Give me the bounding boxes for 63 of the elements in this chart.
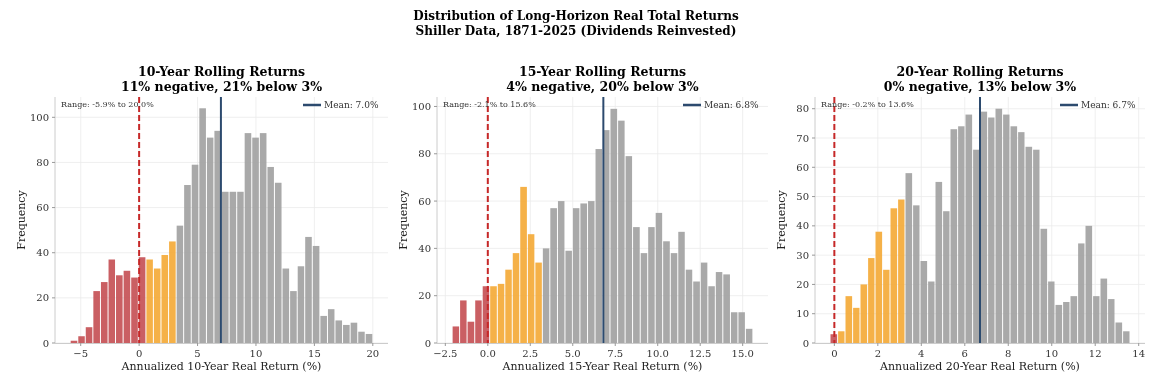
legend-label: Mean: 7.0% (324, 100, 379, 110)
x-tick-label: 0 (135, 348, 143, 359)
x-tick-label: −5 (73, 348, 89, 359)
y-tick-label: 100 (29, 111, 49, 123)
x-tick-label: 15.0 (731, 348, 754, 359)
legend-label: Mean: 6.8% (704, 100, 759, 110)
x-tick-label: 20 (366, 348, 380, 359)
y-tick-label: 80 (418, 148, 431, 160)
x-tick-label: 12.5 (689, 348, 712, 359)
y-tick-label: 70 (796, 132, 809, 144)
legend-label: Mean: 6.7% (1081, 100, 1136, 110)
annotation: Range: -2.1% to 15.6% (443, 100, 537, 109)
x-tick-label: −2.5 (433, 348, 458, 359)
chart-subtitle: 4% negative, 20% below 3% (506, 79, 699, 94)
y-tick-label: 40 (36, 247, 49, 259)
x-tick-label: 0.0 (479, 348, 496, 359)
x-tick-label: 10 (249, 348, 263, 359)
x-tick-label: 8 (1005, 348, 1012, 359)
x-axis-title: Annualized 10-Year Real Return (%) (120, 360, 322, 373)
text: Distribution of Long-Horizon Real Total Returns (413, 9, 739, 23)
chart-title: 20-Year Rolling Returns (896, 64, 1064, 79)
y-tick-label: 20 (36, 292, 49, 304)
chart-title: 10-Year Rolling Returns (137, 64, 306, 79)
x-axis-title: Annualized 15-Year Real Return (%) (501, 360, 703, 373)
y-tick-label: 60 (36, 202, 49, 214)
y-tick-label: 60 (418, 195, 431, 207)
x-tick-label: 7.5 (607, 348, 624, 359)
y-tick-label: 10 (796, 308, 809, 320)
x-tick-label: 14 (1132, 348, 1146, 359)
x-tick-label: 10 (1045, 348, 1059, 359)
annotation: Range: -5.9% to 20.0% (61, 100, 155, 109)
x-tick-label: 6 (961, 348, 968, 359)
x-tick-label: 5 (194, 348, 201, 359)
y-tick-label: 100 (411, 100, 431, 112)
x-tick-label: 4 (918, 348, 925, 359)
x-tick-label: 2 (874, 348, 882, 359)
text: Shiller Data, 1871-2025 (Dividends Reinvested) (415, 24, 737, 38)
x-tick-label: 15 (308, 348, 321, 359)
y-tick-label: 0 (802, 337, 809, 349)
x-tick-label: 10.0 (646, 348, 669, 359)
y-tick-label: 20 (796, 278, 809, 290)
y-axis-title: Frequency (775, 189, 788, 250)
annotation: Range: -0.2% to 13.6% (821, 100, 915, 109)
y-tick-label: 80 (796, 103, 809, 115)
chart-subtitle: 11% negative, 21% below 3% (120, 79, 323, 94)
x-tick-label: 2.5 (522, 348, 539, 359)
y-axis-title: Frequency (15, 189, 28, 250)
y-tick-label: 60 (796, 161, 809, 173)
chart-title: 15-Year Rolling Returns (518, 64, 687, 79)
y-tick-label: 0 (424, 337, 431, 349)
y-axis-title: Frequency (397, 189, 410, 250)
y-tick-label: 40 (418, 242, 431, 254)
x-tick-label: 12 (1088, 348, 1102, 359)
y-tick-label: 40 (796, 220, 809, 232)
y-tick-label: 0 (42, 337, 49, 349)
y-tick-label: 30 (796, 249, 809, 261)
x-tick-label: 5.0 (564, 348, 581, 359)
chart-subtitle: 0% negative, 13% below 3% (883, 79, 1077, 94)
y-tick-label: 80 (36, 156, 49, 168)
y-tick-label: 20 (418, 290, 431, 302)
x-axis-title: Annualized 20-Year Real Return (%) (879, 360, 1080, 373)
x-tick-label: 0 (831, 348, 838, 359)
y-tick-label: 50 (796, 191, 809, 203)
